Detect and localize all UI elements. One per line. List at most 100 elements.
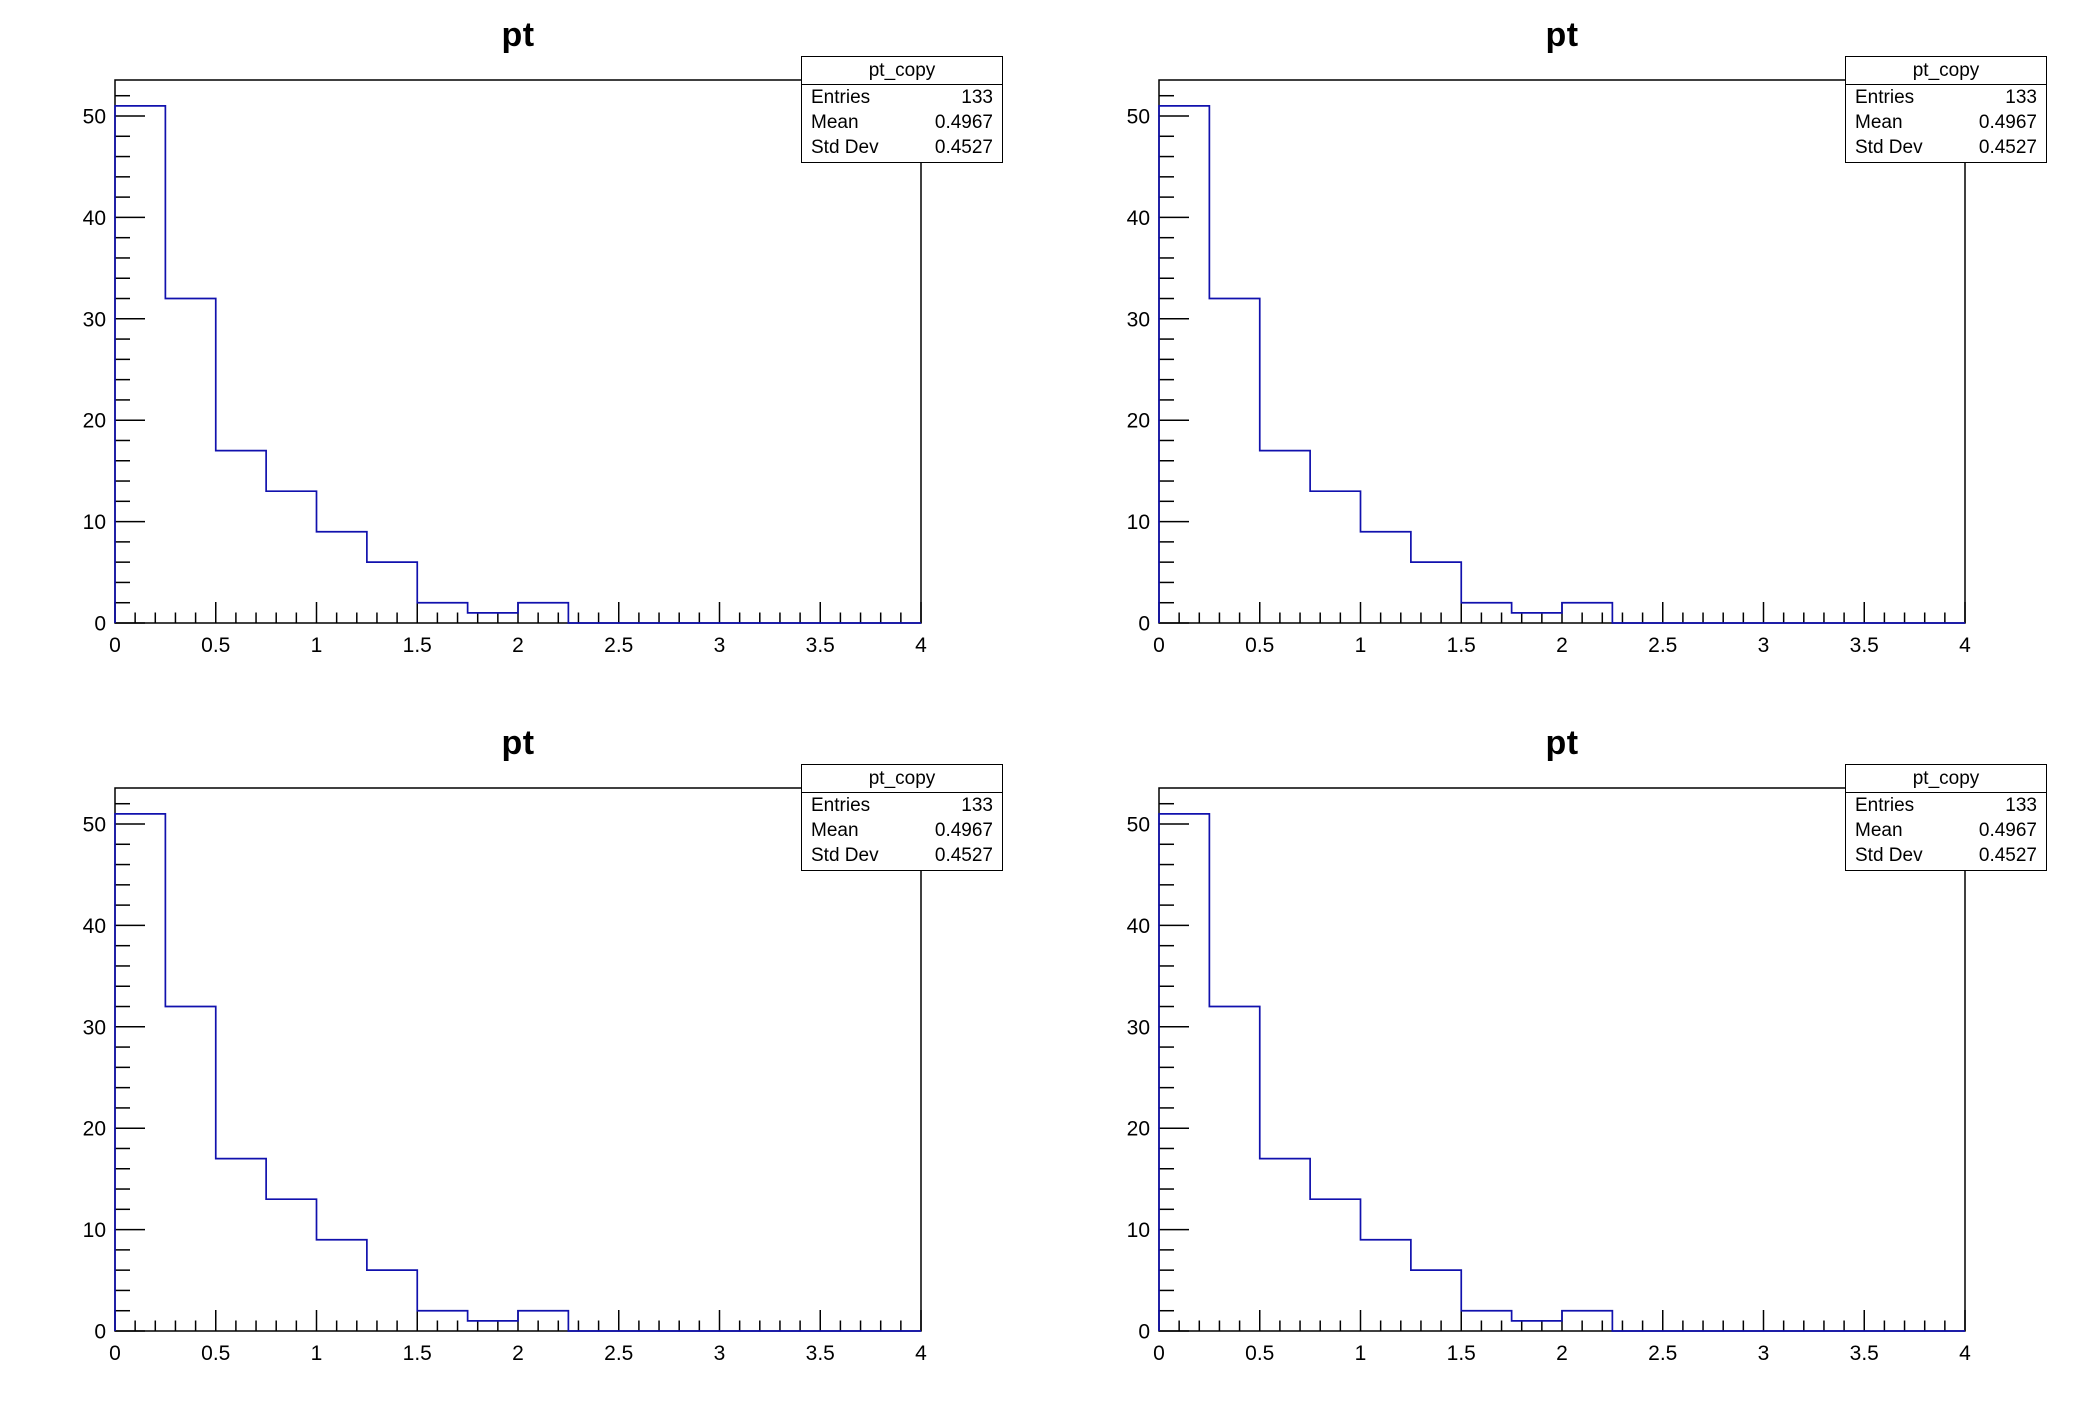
stats-mean-value: 0.4967 bbox=[1978, 819, 2037, 841]
y-tick-label: 0 bbox=[94, 613, 106, 636]
x-tick-label: 0.5 bbox=[1245, 1342, 1274, 1365]
stats-mean-label: Mean bbox=[811, 819, 859, 841]
y-tick-label: 20 bbox=[1127, 1118, 1150, 1141]
stats-box-title: pt_copy bbox=[1846, 765, 2046, 793]
x-tick-label: 0 bbox=[1153, 634, 1165, 657]
pad-top-right: pt 0 0.5 1 1.5 2 2.5 3 3.5 4 0 10 20 30 40 50 pt_copy … bbox=[1044, 0, 2088, 708]
x-tick-label: 0 bbox=[1153, 1342, 1165, 1365]
stats-box: pt_copy Entries 133 Mean 0.4967 Std Dev … bbox=[801, 56, 1003, 163]
y-tick-label: 10 bbox=[1127, 511, 1150, 534]
stats-row-mean: Mean 0.4967 bbox=[1846, 110, 2046, 135]
histogram-line bbox=[114, 813, 921, 1332]
x-tick-label: 1.5 bbox=[1447, 634, 1476, 657]
stats-mean-value: 0.4967 bbox=[934, 819, 993, 841]
x-tick-label: 1.5 bbox=[1447, 1342, 1476, 1365]
histogram-line bbox=[1158, 813, 1965, 1332]
stats-stddev-value: 0.4527 bbox=[1978, 845, 2037, 867]
x-tick-label: 1 bbox=[1355, 1342, 1367, 1365]
y-tick-label: 0 bbox=[1138, 1321, 1150, 1344]
y-tick-label: 50 bbox=[83, 813, 106, 836]
stats-row-mean: Mean 0.4967 bbox=[1846, 818, 2046, 843]
x-tick-label: 4 bbox=[915, 634, 927, 657]
x-tick-label: 1 bbox=[311, 1342, 323, 1365]
x-tick-label: 3 bbox=[714, 1342, 726, 1365]
stats-stddev-label: Std Dev bbox=[1855, 845, 1923, 867]
stats-mean-label: Mean bbox=[811, 111, 859, 133]
stats-row-stddev: Std Dev 0.4527 bbox=[802, 136, 1002, 161]
stats-entries-value: 133 bbox=[2005, 86, 2037, 108]
stats-stddev-value: 0.4527 bbox=[934, 137, 993, 159]
plot-title: pt bbox=[1545, 724, 1579, 762]
stats-box-title: pt_copy bbox=[1846, 57, 2046, 85]
y-tick-label: 40 bbox=[1127, 915, 1150, 938]
stats-entries-value: 133 bbox=[961, 794, 993, 816]
x-tick-label: 3.5 bbox=[1850, 634, 1879, 657]
y-tick-label: 10 bbox=[1127, 1219, 1150, 1242]
stats-box: pt_copy Entries 133 Mean 0.4967 Std Dev … bbox=[1845, 764, 2047, 871]
y-tick-label: 10 bbox=[83, 1219, 106, 1242]
x-tick-label: 3 bbox=[1758, 634, 1770, 657]
x-tick-label: 0.5 bbox=[201, 634, 230, 657]
plot-title: pt bbox=[501, 724, 535, 762]
y-tick-label: 50 bbox=[1127, 813, 1150, 836]
y-tick-label: 30 bbox=[83, 1016, 106, 1039]
y-tick-label: 30 bbox=[83, 308, 106, 331]
stats-mean-label: Mean bbox=[1855, 819, 1903, 841]
stats-entries-label: Entries bbox=[1855, 86, 1915, 108]
x-tick-label: 0 bbox=[109, 634, 121, 657]
x-tick-label: 1.5 bbox=[403, 634, 432, 657]
x-tick-label: 2.5 bbox=[604, 634, 633, 657]
stats-box-title: pt_copy bbox=[802, 57, 1002, 85]
y-tick-label: 10 bbox=[83, 511, 106, 534]
x-tick-label: 3.5 bbox=[1850, 1342, 1879, 1365]
stats-row-stddev: Std Dev 0.4527 bbox=[802, 844, 1002, 869]
stats-entries-value: 133 bbox=[2005, 794, 2037, 816]
stats-row-entries: Entries 133 bbox=[1846, 85, 2046, 110]
y-axis bbox=[115, 802, 145, 1332]
stats-mean-value: 0.4967 bbox=[934, 111, 993, 133]
stats-box-title: pt_copy bbox=[802, 765, 1002, 793]
x-tick-label: 2 bbox=[512, 634, 524, 657]
y-axis bbox=[1159, 802, 1189, 1332]
stats-stddev-label: Std Dev bbox=[811, 137, 879, 159]
y-tick-label: 20 bbox=[1127, 410, 1150, 433]
stats-entries-label: Entries bbox=[811, 86, 871, 108]
x-tick-label: 2.5 bbox=[1648, 634, 1677, 657]
stats-box: pt_copy Entries 133 Mean 0.4967 Std Dev … bbox=[801, 764, 1003, 871]
stats-row-entries: Entries 133 bbox=[802, 793, 1002, 818]
x-tick-label: 0.5 bbox=[201, 1342, 230, 1365]
x-tick-label: 4 bbox=[1959, 1342, 1971, 1365]
stats-row-entries: Entries 133 bbox=[802, 85, 1002, 110]
y-axis bbox=[115, 94, 145, 624]
x-tick-label: 1 bbox=[1355, 634, 1367, 657]
x-tick-label: 4 bbox=[915, 1342, 927, 1365]
stats-row-stddev: Std Dev 0.4527 bbox=[1846, 136, 2046, 161]
y-tick-label: 30 bbox=[1127, 308, 1150, 331]
x-tick-label: 2 bbox=[1556, 634, 1568, 657]
stats-stddev-value: 0.4527 bbox=[1978, 137, 2037, 159]
stats-box: pt_copy Entries 133 Mean 0.4967 Std Dev … bbox=[1845, 56, 2047, 163]
histogram-line bbox=[1158, 105, 1965, 624]
plot-title: pt bbox=[1545, 16, 1579, 54]
stats-entries-value: 133 bbox=[961, 86, 993, 108]
stats-stddev-value: 0.4527 bbox=[934, 845, 993, 867]
x-tick-label: 4 bbox=[1959, 634, 1971, 657]
x-tick-label: 2.5 bbox=[1648, 1342, 1677, 1365]
x-tick-label: 3.5 bbox=[806, 1342, 835, 1365]
histogram-line bbox=[114, 105, 921, 624]
stats-mean-value: 0.4967 bbox=[1978, 111, 2037, 133]
pad-bottom-right: pt 0 0.5 1 1.5 2 2.5 3 3.5 4 0 10 20 30 40 50 pt_copy … bbox=[1044, 708, 2088, 1416]
stats-row-entries: Entries 133 bbox=[1846, 793, 2046, 818]
y-tick-label: 0 bbox=[1138, 613, 1150, 636]
stats-stddev-label: Std Dev bbox=[1855, 137, 1923, 159]
x-tick-label: 3 bbox=[714, 634, 726, 657]
x-tick-label: 2 bbox=[512, 1342, 524, 1365]
y-tick-label: 40 bbox=[83, 207, 106, 230]
stats-row-stddev: Std Dev 0.4527 bbox=[1846, 844, 2046, 869]
x-tick-label: 3 bbox=[1758, 1342, 1770, 1365]
y-tick-label: 20 bbox=[83, 410, 106, 433]
x-tick-label: 3.5 bbox=[806, 634, 835, 657]
